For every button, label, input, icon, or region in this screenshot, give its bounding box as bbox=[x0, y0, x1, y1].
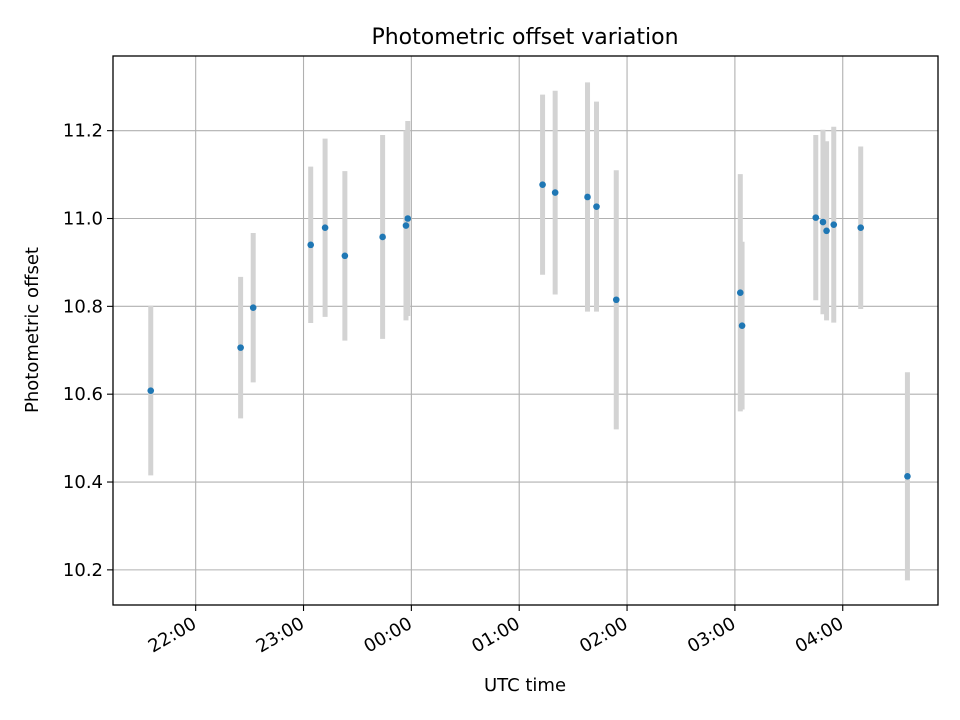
y-tick-label: 10.6 bbox=[63, 384, 103, 405]
data-point bbox=[738, 322, 746, 329]
data-point bbox=[147, 387, 155, 394]
y-tick-label: 10.4 bbox=[63, 472, 103, 493]
data-point bbox=[904, 473, 911, 480]
data-point bbox=[321, 224, 329, 232]
data-point bbox=[812, 214, 820, 221]
y-axis-label: Photometric offset bbox=[22, 247, 43, 413]
data-point bbox=[249, 304, 257, 311]
data-point bbox=[237, 344, 244, 351]
data-point bbox=[307, 241, 315, 249]
data-point bbox=[379, 233, 386, 241]
y-tick-label: 10.2 bbox=[63, 560, 103, 581]
data-point bbox=[539, 181, 546, 188]
plot-area-frame bbox=[112, 55, 939, 606]
data-point bbox=[402, 222, 410, 229]
data-point bbox=[593, 203, 600, 210]
data-point bbox=[612, 296, 620, 304]
data-point bbox=[551, 189, 559, 196]
x-axis-label: UTC time bbox=[484, 675, 566, 696]
data-point bbox=[823, 227, 830, 235]
y-tick-label: 10.8 bbox=[63, 296, 103, 317]
data-point bbox=[819, 218, 827, 226]
y-tick-label: 11.2 bbox=[63, 121, 103, 142]
chart-title: Photometric offset variation bbox=[371, 25, 678, 50]
y-axis-ticks: 10.2 10.4 10.6 10.8 11.0 11.2 bbox=[63, 121, 113, 581]
data-point bbox=[857, 224, 865, 232]
data-point bbox=[404, 215, 412, 222]
data-point bbox=[341, 252, 349, 260]
data-point bbox=[736, 289, 744, 297]
data-point bbox=[830, 221, 838, 228]
y-tick-label: 11.0 bbox=[63, 209, 103, 230]
data-point bbox=[584, 193, 591, 201]
data-points bbox=[147, 181, 911, 480]
